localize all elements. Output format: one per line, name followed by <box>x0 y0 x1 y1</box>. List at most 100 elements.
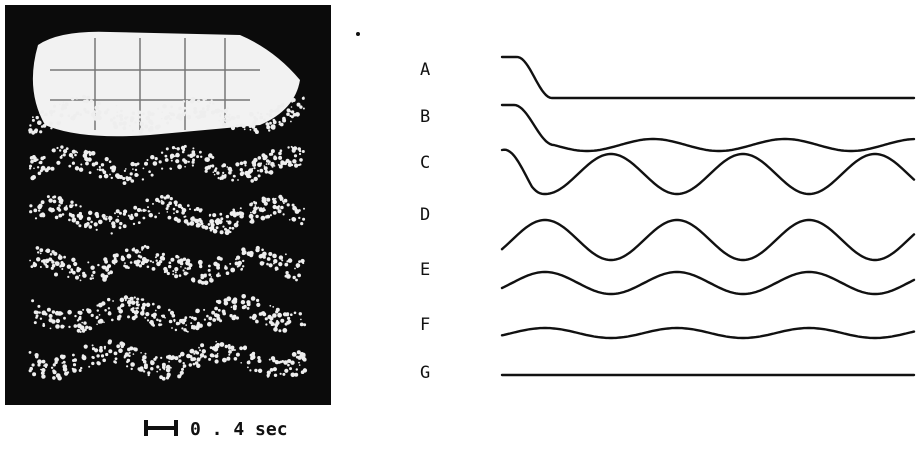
noise-dot <box>186 330 188 332</box>
noise-dot <box>79 113 82 116</box>
noise-dot <box>118 348 123 353</box>
noise-dot <box>29 351 32 354</box>
noise-dot <box>270 110 273 113</box>
noise-dot <box>113 117 116 120</box>
noise-dot <box>224 115 228 119</box>
noise-dot <box>29 260 31 262</box>
noise-dot <box>216 171 219 174</box>
noise-dot <box>33 263 38 268</box>
noise-dot <box>259 116 263 120</box>
noise-dot <box>72 354 75 357</box>
noise-dot <box>274 109 277 112</box>
noise-dot <box>166 195 170 199</box>
noise-dot <box>94 222 98 226</box>
noise-dot <box>147 259 149 261</box>
noise-dot <box>159 369 161 371</box>
noise-dot <box>242 260 244 262</box>
noise-dot <box>30 176 34 180</box>
noise-dot <box>116 105 118 107</box>
noise-dot <box>199 349 201 351</box>
noise-dot <box>87 217 91 221</box>
noise-dot <box>91 314 94 317</box>
noise-dot <box>242 265 244 267</box>
noise-dot <box>213 262 218 267</box>
trace-label: F <box>420 315 430 335</box>
noise-dot <box>263 209 266 212</box>
noise-dot <box>170 197 173 200</box>
noise-dot <box>303 323 306 326</box>
noise-dot <box>139 264 142 267</box>
noise-dot <box>51 260 54 263</box>
noise-dot <box>80 280 82 282</box>
noise-dot <box>209 278 214 283</box>
noise-dot <box>222 172 224 174</box>
noise-dot <box>193 327 196 330</box>
noise-dot <box>156 365 159 368</box>
noise-dot <box>53 110 56 113</box>
noise-dot <box>84 225 87 228</box>
noise-dot <box>71 116 76 121</box>
noise-dot <box>123 224 127 228</box>
noise-dot <box>250 356 254 360</box>
noise-dot <box>152 267 156 271</box>
noise-dot <box>183 269 185 271</box>
noise-dot <box>177 256 180 259</box>
noise-dot <box>144 317 146 319</box>
noise-dot <box>40 253 42 255</box>
noise-dot <box>174 156 176 158</box>
noise-dot <box>82 329 86 333</box>
noise-dot <box>83 108 86 111</box>
noise-dot <box>266 198 270 202</box>
noise-dot <box>157 305 161 309</box>
wave-trace <box>502 272 914 294</box>
noise-dot <box>113 360 116 363</box>
noise-dot <box>124 295 128 299</box>
noise-dot <box>96 324 98 326</box>
noise-dot <box>123 181 127 185</box>
noise-dot <box>51 367 53 369</box>
noise-dot <box>58 204 61 207</box>
noise-dot <box>170 105 173 108</box>
noise-dot <box>233 175 236 178</box>
noise-dot <box>205 99 207 101</box>
noise-dot <box>97 309 99 311</box>
noise-dot <box>300 222 303 225</box>
noise-dot <box>257 356 260 359</box>
noise-dot <box>178 116 183 121</box>
noise-dot <box>287 364 290 367</box>
noise-dot <box>138 120 140 122</box>
wave-trace <box>502 57 914 98</box>
noise-dot <box>144 162 148 166</box>
noise-dot <box>108 307 110 309</box>
noise-dot <box>75 151 77 153</box>
noise-dot <box>50 320 52 322</box>
noise-dot <box>155 157 158 160</box>
noise-dot <box>216 343 219 346</box>
noise-dot <box>263 256 266 259</box>
noise-dot <box>250 115 252 117</box>
noise-dot <box>199 114 204 119</box>
noise-dot <box>136 301 139 304</box>
noise-dot <box>168 361 170 363</box>
noise-dot <box>97 169 99 171</box>
noise-dot <box>200 156 202 158</box>
noise-dot <box>155 256 157 258</box>
noise-dot <box>273 200 277 204</box>
noise-dot <box>193 107 197 111</box>
noise-dot <box>144 365 148 369</box>
noise-dot <box>300 352 304 356</box>
noise-dot <box>230 116 234 120</box>
noise-dot <box>187 154 189 156</box>
noise-dot <box>124 262 126 264</box>
noise-dot <box>249 369 251 371</box>
noise-dot <box>135 169 137 171</box>
noise-dot <box>177 164 182 169</box>
noise-dot <box>70 268 73 271</box>
noise-dot <box>37 305 40 308</box>
figure: ABCDEFG 0 . 4 sec <box>0 0 918 457</box>
noise-dot <box>109 270 113 274</box>
noise-dot <box>96 354 99 357</box>
noise-dot <box>36 246 40 250</box>
noise-dot <box>267 371 271 375</box>
noise-dot <box>291 110 294 113</box>
